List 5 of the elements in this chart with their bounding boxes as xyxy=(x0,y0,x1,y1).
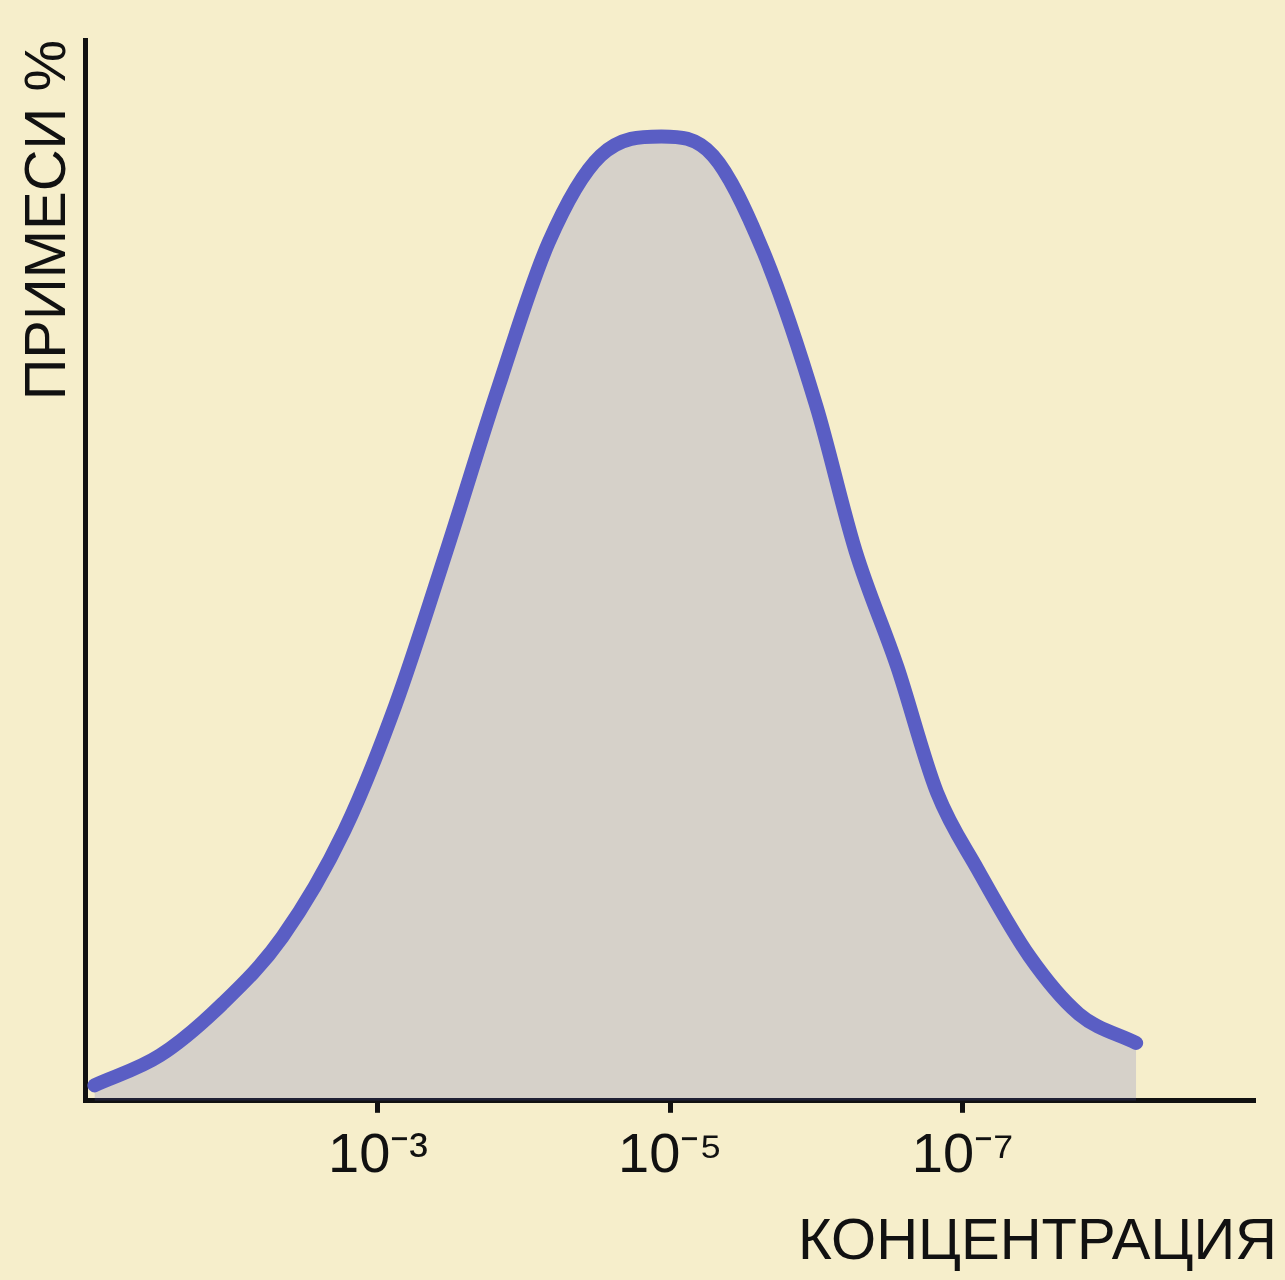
x-tick-label: 10⁻⁷ xyxy=(911,1120,1014,1184)
x-tick-label: 10⁻⁵ xyxy=(618,1120,723,1184)
x-axis-title: КОНЦЕНТРАЦИЯ xyxy=(797,1206,1277,1271)
x-tick-label: 10⁻³ xyxy=(327,1120,428,1184)
y-axis-title: ПРИМЕСИ % xyxy=(11,40,77,401)
